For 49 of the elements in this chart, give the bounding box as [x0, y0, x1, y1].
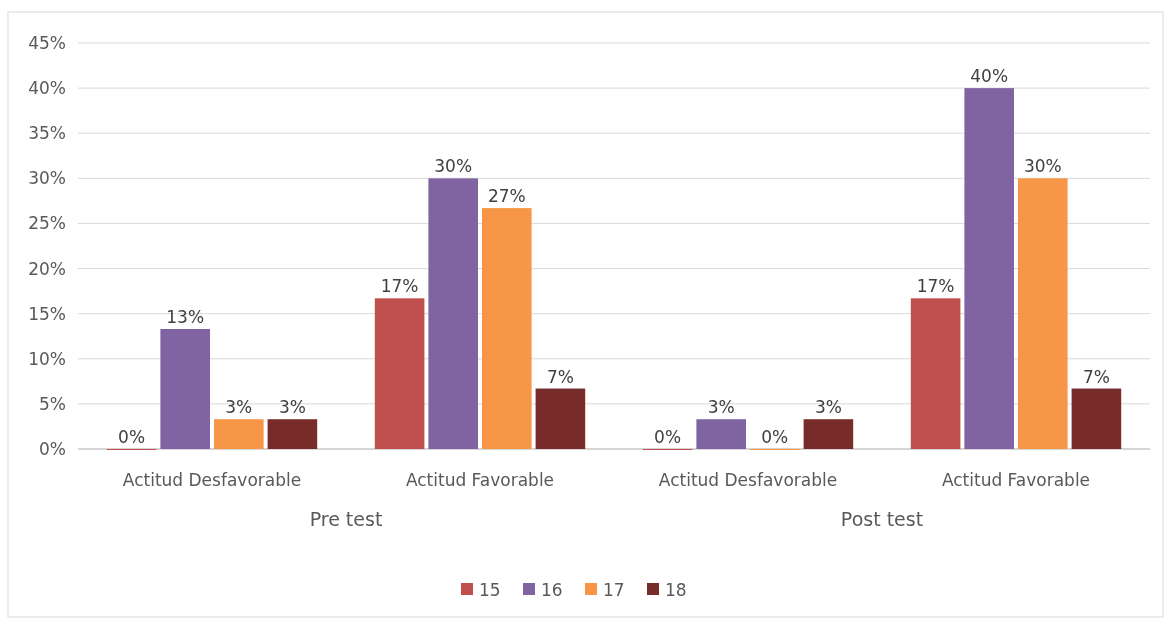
data-label: 0%	[654, 427, 682, 447]
legend-label: 18	[665, 579, 687, 600]
y-tick-label: 30%	[28, 168, 66, 189]
data-label: 3%	[707, 397, 735, 418]
bar	[214, 419, 264, 449]
bar	[482, 208, 532, 449]
data-label: 30%	[1023, 156, 1062, 177]
data-label: 3%	[278, 397, 306, 418]
bar	[267, 419, 318, 449]
bar	[374, 298, 425, 449]
data-label: 7%	[546, 366, 574, 387]
data-label: 0%	[118, 427, 146, 447]
y-tick-label: 45%	[28, 32, 66, 53]
legend-label: 16	[541, 579, 563, 600]
bar	[160, 329, 210, 449]
bar	[910, 298, 961, 449]
y-tick-label: 15%	[28, 303, 66, 324]
y-tick-label: 20%	[28, 258, 66, 279]
data-label: 13%	[166, 307, 205, 327]
bar	[535, 388, 586, 449]
y-tick-label: 40%	[28, 78, 66, 99]
y-tick-label: 35%	[28, 123, 66, 144]
data-label: 40%	[970, 66, 1009, 87]
data-label: 3%	[225, 397, 253, 418]
bar	[1071, 388, 1122, 449]
bar	[803, 419, 854, 449]
x-tick-label: Actitud Favorable	[941, 470, 1091, 490]
bar	[1018, 178, 1068, 449]
x-tick-label: Actitud Favorable	[405, 470, 555, 490]
data-label: 3%	[814, 397, 842, 418]
bar	[964, 88, 1014, 449]
legend-label: 15	[479, 579, 501, 600]
data-label: 7%	[1082, 366, 1110, 387]
data-label: 17%	[916, 276, 955, 297]
y-tick-label: 5%	[39, 393, 66, 414]
y-tick-label: 25%	[28, 213, 66, 234]
bar	[696, 419, 746, 449]
legend-label: 17	[603, 579, 625, 600]
bar	[428, 178, 478, 449]
y-tick-label: 10%	[28, 348, 66, 369]
x-tick-label: Actitud Desfavorable	[122, 470, 302, 490]
text: Post test	[840, 508, 924, 530]
y-tick-label: 0%	[39, 438, 66, 459]
text: Pre test	[309, 508, 383, 530]
data-label: 30%	[434, 156, 473, 177]
data-label: 0%	[761, 427, 789, 447]
data-label: 17%	[380, 276, 419, 297]
data-label: 27%	[487, 186, 526, 207]
x-tick-label: Actitud Desfavorable	[658, 470, 838, 490]
